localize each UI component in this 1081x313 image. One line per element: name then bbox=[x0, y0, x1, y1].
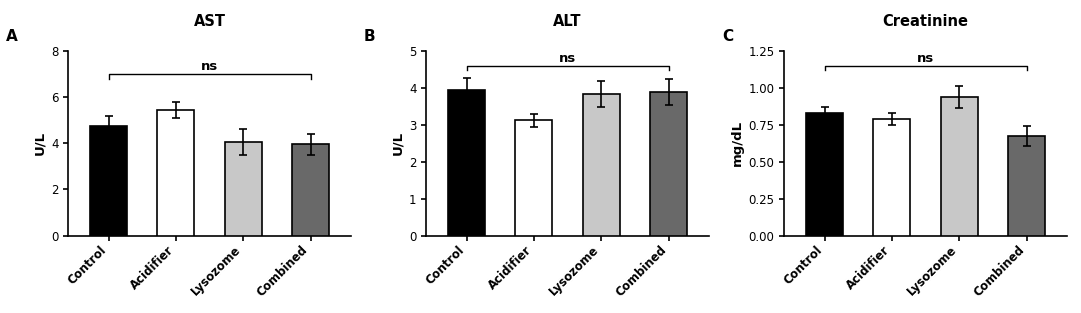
Y-axis label: mg/dL: mg/dL bbox=[731, 120, 744, 166]
Text: C: C bbox=[722, 29, 733, 44]
Bar bbox=[225, 142, 262, 236]
Bar bbox=[650, 92, 688, 236]
Text: ns: ns bbox=[559, 52, 576, 65]
Text: B: B bbox=[364, 29, 375, 44]
Title: Creatinine: Creatinine bbox=[882, 14, 969, 29]
Bar bbox=[90, 126, 128, 236]
Bar bbox=[292, 144, 330, 236]
Title: ALT: ALT bbox=[553, 14, 582, 29]
Y-axis label: U/L: U/L bbox=[34, 131, 46, 155]
Bar bbox=[806, 113, 843, 236]
Y-axis label: U/L: U/L bbox=[391, 131, 404, 155]
Bar bbox=[873, 119, 910, 236]
Title: AST: AST bbox=[193, 14, 226, 29]
Bar bbox=[940, 97, 978, 236]
Bar bbox=[158, 110, 195, 236]
Bar bbox=[448, 90, 485, 236]
Bar bbox=[583, 94, 619, 236]
Text: A: A bbox=[5, 29, 17, 44]
Bar bbox=[516, 120, 552, 236]
Text: ns: ns bbox=[917, 52, 934, 65]
Bar bbox=[1009, 136, 1045, 236]
Text: ns: ns bbox=[201, 60, 218, 73]
